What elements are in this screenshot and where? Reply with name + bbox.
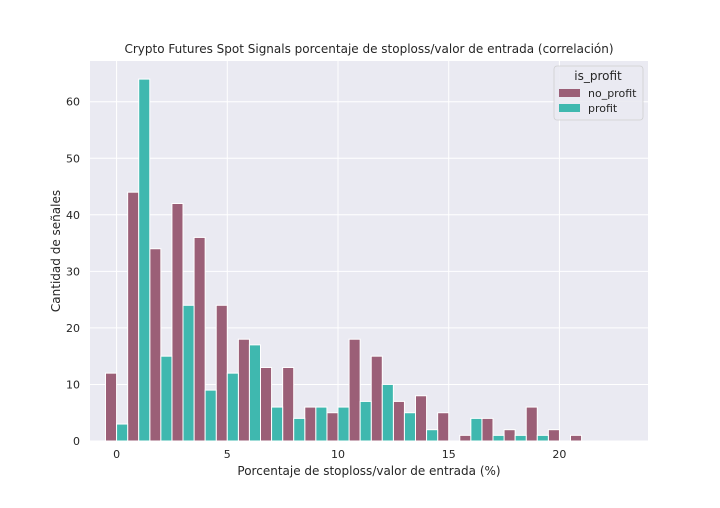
bar-no-profit — [503, 429, 516, 442]
x-tick-label: 10 — [331, 448, 345, 461]
chart-title: Crypto Futures Spot Signals porcentaje d… — [124, 42, 613, 56]
bar-no-profit — [437, 412, 450, 442]
bar-profit — [182, 304, 195, 442]
y-tick-label: 10 — [66, 378, 80, 391]
bar-no-profit — [127, 191, 140, 442]
x-tick-labels: 0 5 10 15 20 — [113, 448, 566, 461]
bar-profit — [226, 372, 239, 442]
bar-no-profit — [237, 338, 250, 442]
bar-no-profit — [193, 236, 206, 442]
bar-no-profit — [570, 434, 583, 442]
bar-no-profit — [547, 429, 560, 442]
bar-profit — [271, 406, 284, 442]
bar-no-profit — [326, 412, 339, 442]
legend-swatch-no-profit — [559, 89, 580, 97]
bar-profit — [470, 417, 483, 442]
bar-no-profit — [392, 400, 405, 442]
bar-profit — [381, 383, 394, 442]
legend-label-no-profit: no_profit — [588, 87, 637, 100]
bar-no-profit — [415, 395, 428, 442]
x-tick-label: 0 — [113, 448, 120, 461]
bars — [105, 78, 583, 442]
bar-no-profit — [215, 304, 228, 442]
bar-profit — [293, 417, 306, 442]
bar-no-profit — [260, 366, 273, 442]
bar-no-profit — [282, 366, 295, 442]
bar-no-profit — [105, 372, 118, 442]
x-tick-label: 20 — [552, 448, 566, 461]
bar-profit — [138, 78, 151, 442]
x-axis-label: Porcentaje de stoploss/valor de entrada … — [237, 464, 500, 478]
bar-profit — [337, 406, 350, 442]
y-tick-label: 20 — [66, 322, 80, 335]
y-tick-label: 30 — [66, 265, 80, 278]
bar-profit — [514, 434, 527, 442]
legend-title: is_profit — [574, 69, 622, 83]
bar-profit — [536, 434, 549, 442]
bar-profit — [403, 412, 416, 442]
y-tick-label: 50 — [66, 152, 80, 165]
bar-no-profit — [304, 406, 317, 442]
bar-profit — [160, 355, 173, 442]
bar-profit — [315, 406, 328, 442]
legend: is_profit no_profit profit — [553, 65, 644, 121]
bar-profit — [248, 344, 262, 442]
y-tick-label: 0 — [73, 435, 80, 448]
bar-no-profit — [149, 248, 162, 442]
x-tick-label: 5 — [224, 448, 231, 461]
bar-no-profit — [525, 406, 538, 442]
bar-no-profit — [481, 417, 494, 442]
y-tick-label: 60 — [66, 96, 80, 109]
bar-profit — [359, 400, 372, 442]
bar-no-profit — [459, 434, 472, 442]
y-tick-label: 40 — [66, 209, 80, 222]
bar-profit — [492, 434, 505, 442]
y-tick-labels: 0 10 20 30 40 50 60 — [66, 96, 80, 448]
y-axis-label: Cantidad de señales — [49, 190, 63, 312]
x-tick-label: 15 — [442, 448, 456, 461]
bar-profit — [204, 389, 217, 442]
bar-profit — [426, 429, 439, 442]
bar-no-profit — [171, 203, 184, 442]
legend-label-profit: profit — [588, 102, 618, 115]
bar-no-profit — [370, 355, 383, 442]
bar-no-profit — [348, 338, 361, 442]
bar-profit — [116, 423, 129, 442]
legend-swatch-profit — [559, 104, 580, 112]
